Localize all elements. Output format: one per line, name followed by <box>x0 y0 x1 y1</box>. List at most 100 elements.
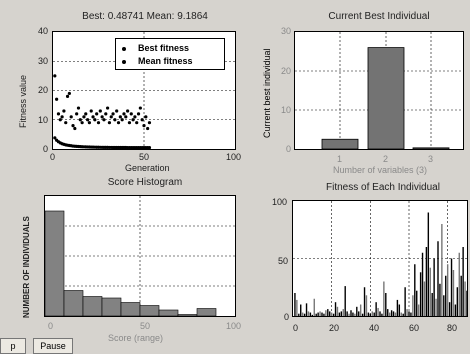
individual-fitness-bar <box>313 298 315 316</box>
individual-fitness-bar <box>303 313 306 316</box>
individual-fitness-bar <box>388 312 391 316</box>
individual-fitness-bar <box>323 313 325 316</box>
individual-fitness-bar <box>307 311 310 316</box>
mean-fitness-point <box>127 121 132 125</box>
histogram-bar <box>82 296 103 317</box>
mean-fitness-point <box>93 118 97 122</box>
individual-fitness-bar <box>340 311 343 316</box>
individual-fitness-bar <box>329 311 331 316</box>
mean-fitness-point <box>124 115 128 119</box>
pause-button[interactable]: Pause <box>33 338 73 354</box>
individual-fitness-bar <box>354 313 356 316</box>
individual-fitness-bar <box>367 312 370 316</box>
mean-fitness-point <box>98 109 102 113</box>
mean-fitness-point <box>131 118 135 122</box>
individual-fitness-bar <box>375 302 377 316</box>
individual-fitness-bar <box>305 303 308 316</box>
mean-fitness-point <box>82 115 86 119</box>
histogram-bar <box>196 308 217 317</box>
individual-fitness-bar <box>294 293 296 316</box>
hist-xtick: 50 <box>140 321 151 331</box>
mean-fitness-point <box>138 106 142 110</box>
individual-fitness-bar <box>446 264 449 316</box>
mean-fitness-point <box>58 118 62 122</box>
best-xtick: 1 <box>337 154 343 164</box>
fitness-ytick: 40 <box>38 26 49 36</box>
best-ytick: 0 <box>286 144 292 154</box>
individual-fitness-bar <box>445 275 447 316</box>
individual-fitness-bar <box>406 309 408 316</box>
each-xtick: 60 <box>409 323 420 333</box>
mean-fitness-point <box>113 118 117 122</box>
mean-fitness-point <box>87 121 91 125</box>
individual-fitness-bar <box>431 293 433 316</box>
fitness-legend: Best fitness Mean fitness <box>115 38 225 70</box>
individual-fitness-bar <box>327 309 329 316</box>
best-individual-ylabel: Current best individual <box>262 48 272 138</box>
mean-fitness-point <box>64 121 68 125</box>
individual-fitness-bar <box>356 306 358 316</box>
legend-marker-icon <box>122 59 126 64</box>
mean-fitness-point <box>111 112 115 116</box>
each-ytick: 50 <box>278 256 289 266</box>
histogram-axes <box>44 195 236 317</box>
mean-fitness-point <box>100 115 104 119</box>
individual-fitness-bar <box>429 267 431 316</box>
individual-fitness-bar <box>416 290 418 316</box>
each-individual-svg <box>293 201 468 316</box>
histogram-bar <box>101 297 122 317</box>
each-xtick: 0 <box>293 323 299 333</box>
individual-fitness-bar <box>325 310 327 316</box>
fitness-plot-ylabel: Fitness value <box>18 74 28 128</box>
mean-fitness-point <box>96 121 101 125</box>
best-individual-xlabel: Number of variables (3) <box>333 165 428 175</box>
individual-fitness-bar <box>298 313 300 316</box>
mean-fitness-point <box>60 115 64 119</box>
stop-button[interactable]: p <box>0 338 26 354</box>
best-individual-bar <box>367 47 405 150</box>
individual-fitness-bar <box>385 293 387 316</box>
histogram-xlabel: Score (range) <box>108 333 164 343</box>
mean-fitness-point <box>120 118 124 122</box>
individual-fitness-bar <box>421 252 424 316</box>
individual-fitness-bar <box>454 304 457 316</box>
individual-fitness-bar <box>396 299 399 316</box>
mean-fitness-point <box>89 109 93 113</box>
individual-fitness-bar <box>342 309 344 316</box>
individual-fitness-bar <box>315 313 317 316</box>
individual-fitness-bar <box>419 272 422 316</box>
mean-fitness-point <box>84 112 88 116</box>
individual-fitness-bar <box>427 212 430 316</box>
histogram-bar <box>120 302 141 317</box>
mean-fitness-point <box>67 91 71 96</box>
individual-fitness-bar <box>383 281 385 316</box>
individual-fitness-bar <box>394 312 397 316</box>
fitness-ytick: 0 <box>43 144 49 154</box>
mean-fitness-point <box>122 112 126 116</box>
individual-fitness-bar <box>381 313 383 316</box>
individual-fitness-bar <box>311 314 314 316</box>
individual-fitness-bar <box>458 252 460 316</box>
each-xtick: 80 <box>447 323 458 333</box>
individual-fitness-bar <box>319 311 321 316</box>
individual-fitness-bar <box>300 304 302 316</box>
individual-fitness-bar <box>352 312 354 316</box>
mean-fitness-point <box>133 115 137 119</box>
individual-fitness-bar <box>369 313 372 316</box>
mean-fitness-point <box>104 112 108 116</box>
hist-xtick: 0 <box>48 321 54 331</box>
legend-label-mean: Mean fitness <box>138 56 193 66</box>
fitness-plot-title: Best: 0.48741 Mean: 9.1864 <box>82 11 208 22</box>
individual-fitness-bar <box>435 298 437 316</box>
mean-fitness-point <box>106 106 110 110</box>
individual-fitness-bar <box>301 312 304 316</box>
individual-fitness-bar <box>417 304 420 316</box>
each-individual-axes <box>292 200 468 317</box>
individual-fitness-bar <box>408 311 410 316</box>
individual-fitness-bar <box>330 312 333 316</box>
best-individual-bar <box>321 138 359 150</box>
each-individual-title: Fitness of Each Individual <box>326 182 440 193</box>
legend-entry-best: Best fitness <box>122 43 189 53</box>
fitness-ytick: 10 <box>38 115 49 125</box>
best-individual-svg <box>295 32 463 150</box>
